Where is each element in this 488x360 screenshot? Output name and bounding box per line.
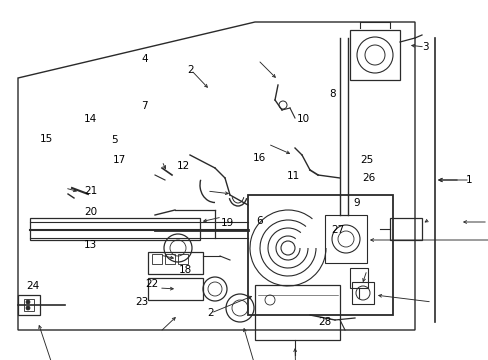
Bar: [389, 218, 421, 240]
Circle shape: [26, 306, 30, 310]
Text: 7: 7: [141, 101, 147, 111]
Text: 9: 9: [353, 198, 360, 208]
Bar: [148, 278, 203, 300]
Text: 28: 28: [318, 317, 331, 327]
Text: 17: 17: [113, 155, 126, 165]
Text: 25: 25: [359, 155, 373, 165]
Text: 19: 19: [220, 218, 234, 228]
Text: 27: 27: [330, 225, 344, 235]
Bar: [164, 254, 175, 264]
Text: 14: 14: [83, 114, 97, 124]
Bar: [148, 252, 203, 274]
Text: 12: 12: [176, 161, 190, 171]
Bar: [254, 285, 339, 340]
Bar: [349, 268, 367, 288]
Text: 13: 13: [83, 240, 97, 250]
Text: 24: 24: [26, 281, 40, 291]
Bar: [24, 299, 34, 311]
Bar: [30, 218, 200, 240]
Text: 18: 18: [179, 265, 192, 275]
Text: 22: 22: [144, 279, 158, 289]
Bar: [178, 254, 187, 264]
Text: 3: 3: [421, 42, 428, 52]
Bar: [349, 30, 399, 80]
Bar: [18, 295, 40, 315]
Text: 23: 23: [135, 297, 148, 307]
Text: 1: 1: [465, 175, 472, 185]
Text: 2: 2: [206, 308, 213, 318]
Text: 5: 5: [111, 135, 118, 145]
Text: 8: 8: [328, 89, 335, 99]
Text: 6: 6: [255, 216, 262, 226]
Bar: [351, 282, 373, 304]
Text: 11: 11: [286, 171, 300, 181]
Bar: [325, 215, 366, 263]
Circle shape: [26, 300, 30, 304]
Text: 2: 2: [187, 65, 194, 75]
Text: 16: 16: [252, 153, 265, 163]
Text: 26: 26: [362, 173, 375, 183]
Text: 20: 20: [84, 207, 97, 217]
Text: 10: 10: [296, 114, 309, 124]
Bar: [247, 195, 392, 315]
Bar: [152, 254, 162, 264]
Text: 4: 4: [141, 54, 147, 64]
Text: 15: 15: [40, 134, 53, 144]
Text: 21: 21: [83, 186, 97, 196]
